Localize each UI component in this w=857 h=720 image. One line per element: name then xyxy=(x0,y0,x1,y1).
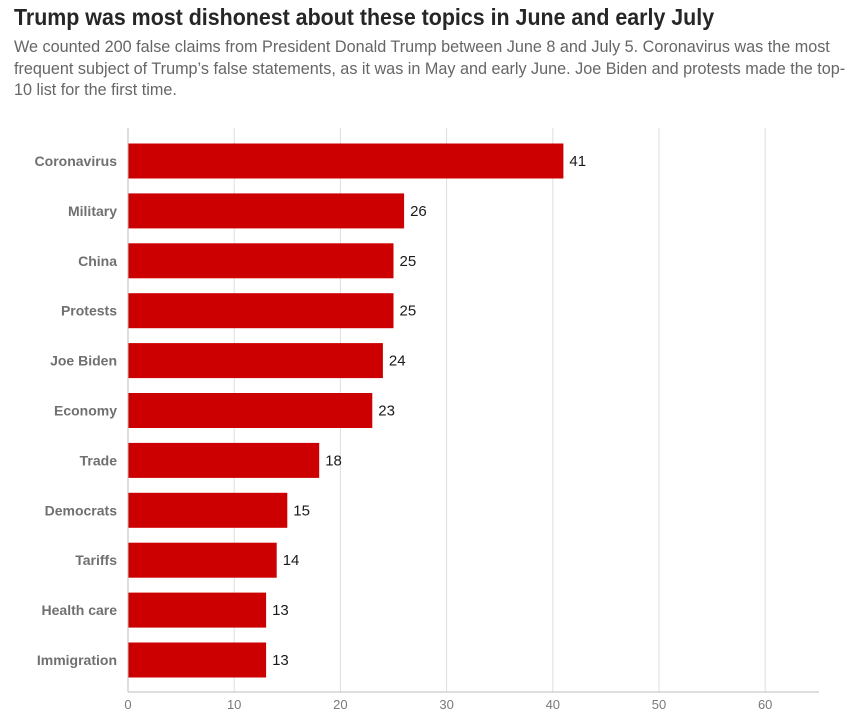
category-label: Democrats xyxy=(45,502,118,518)
x-tick-label: 0 xyxy=(124,697,131,712)
bar xyxy=(128,592,267,628)
category-label: China xyxy=(78,253,117,269)
bar xyxy=(128,343,383,379)
bar xyxy=(128,143,564,179)
category-label: Trade xyxy=(80,452,118,468)
x-tick-label: 60 xyxy=(758,697,772,712)
value-label: 14 xyxy=(283,552,300,569)
bar xyxy=(128,642,267,678)
bar xyxy=(128,542,277,578)
value-label: 23 xyxy=(378,403,395,420)
value-label: 13 xyxy=(272,652,289,669)
bars xyxy=(128,143,564,678)
bar xyxy=(128,193,405,229)
x-tick-label: 30 xyxy=(439,697,453,712)
x-tick-label: 10 xyxy=(227,697,241,712)
bar xyxy=(128,492,288,528)
category-label: Health care xyxy=(42,602,118,618)
value-label: 25 xyxy=(400,253,417,270)
x-tick-label: 40 xyxy=(546,697,560,712)
chart-subtitle: We counted 200 false claims from Preside… xyxy=(14,38,846,99)
labels: 0 10 20 30 40 50 60 Coronavirus 41 Military 26 Chin… xyxy=(35,153,773,712)
value-label: 26 xyxy=(410,203,427,220)
value-label: 41 xyxy=(569,153,586,170)
value-label: 18 xyxy=(325,452,342,469)
bar xyxy=(128,243,394,279)
value-label: 13 xyxy=(272,602,289,619)
category-label: Military xyxy=(68,203,117,219)
value-label: 24 xyxy=(389,353,406,370)
category-label: Joe Biden xyxy=(50,353,117,369)
category-label: Tariffs xyxy=(75,552,117,568)
category-label: Economy xyxy=(54,403,117,419)
bar xyxy=(128,393,373,428)
x-tick-label: 20 xyxy=(333,697,347,712)
bar xyxy=(128,442,320,478)
bar xyxy=(128,293,394,329)
value-label: 25 xyxy=(400,303,417,320)
axes xyxy=(127,128,819,693)
value-label: 15 xyxy=(293,502,310,519)
category-label: Protests xyxy=(61,303,117,319)
chart-title: Trump was most dishonest about these top… xyxy=(14,4,715,30)
category-label: Immigration xyxy=(37,652,117,668)
x-tick-label: 50 xyxy=(652,697,666,712)
category-label: Coronavirus xyxy=(35,153,118,169)
